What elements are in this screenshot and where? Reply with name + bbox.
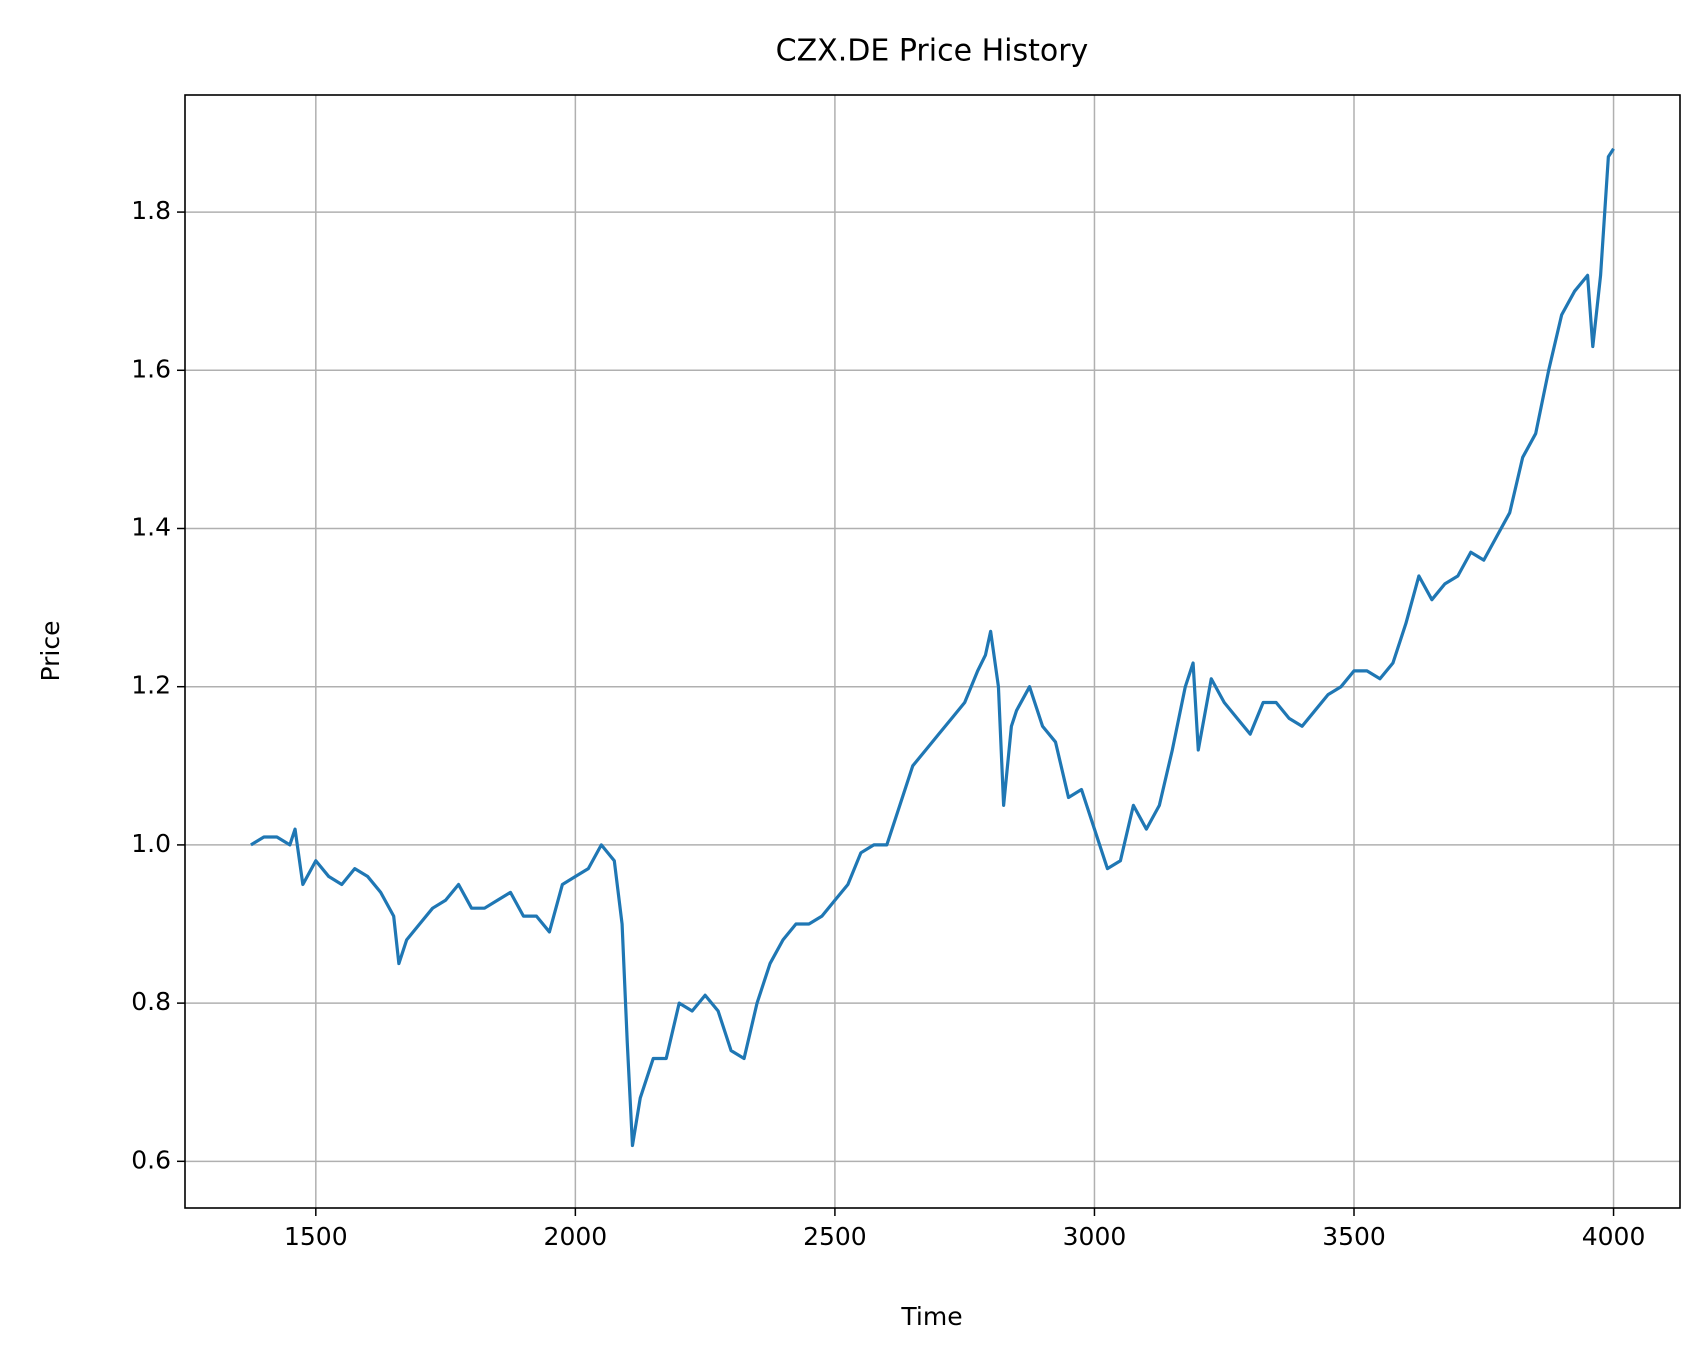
y-tick-label: 0.8	[131, 987, 171, 1016]
chart-title: CZX.DE Price History	[776, 34, 1089, 69]
y-tick-label: 0.6	[131, 1145, 171, 1174]
y-tick-label: 1.2	[131, 671, 171, 700]
x-axis-label: Time	[900, 1302, 962, 1331]
x-tick-label: 4000	[1582, 1222, 1646, 1251]
plot-frame	[184, 94, 1681, 1209]
x-tick-label: 3500	[1322, 1222, 1386, 1251]
y-tick-label: 1.0	[131, 829, 171, 858]
y-tick-label: 1.6	[131, 354, 171, 383]
y-tick-label: 1.4	[131, 512, 171, 541]
x-tick-label: 2000	[544, 1222, 608, 1251]
x-tick-label: 3000	[1063, 1222, 1127, 1251]
x-tick-label: 1500	[284, 1222, 348, 1251]
y-tick-label: 1.8	[131, 196, 171, 225]
price-line	[250, 147, 1615, 1148]
y-axis-label: Price	[36, 621, 65, 682]
x-tick-label: 2500	[803, 1222, 867, 1251]
